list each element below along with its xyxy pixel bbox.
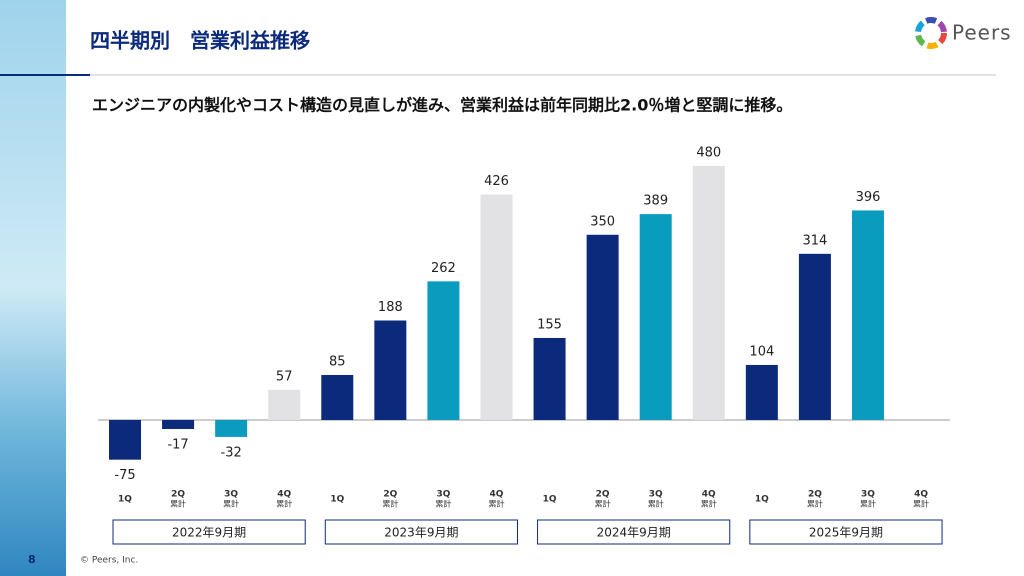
value-label: 262 bbox=[431, 261, 456, 276]
x-tick-label: 4Q bbox=[277, 490, 291, 500]
bar bbox=[533, 337, 566, 420]
x-tick-label: 3Q bbox=[861, 490, 875, 500]
x-tick-label: 3Q bbox=[224, 490, 238, 500]
bar bbox=[639, 214, 672, 420]
x-tick-label: 累計 bbox=[223, 499, 239, 509]
bar bbox=[109, 419, 141, 460]
x-tick-label: 3Q bbox=[436, 490, 450, 500]
bar bbox=[480, 194, 513, 420]
side-strip bbox=[0, 0, 66, 576]
value-label: 104 bbox=[749, 344, 774, 359]
group-label: 2024年9月期 bbox=[597, 526, 671, 540]
x-tick-label: 1Q bbox=[330, 495, 344, 505]
bar bbox=[268, 389, 301, 420]
group-box bbox=[537, 519, 731, 545]
value-label: -17 bbox=[167, 437, 188, 452]
x-tick-label: 累計 bbox=[701, 499, 717, 509]
x-tick-label: 累計 bbox=[913, 499, 929, 509]
logo-mark bbox=[915, 17, 947, 49]
x-tick-label: 累計 bbox=[595, 499, 611, 509]
bar bbox=[798, 253, 831, 420]
group-label: 2022年9月期 bbox=[172, 526, 246, 540]
bar bbox=[745, 364, 778, 420]
x-tick-label: 4Q bbox=[490, 490, 504, 500]
value-label: 57 bbox=[276, 369, 293, 384]
bar bbox=[427, 281, 460, 420]
x-tick-label: 累計 bbox=[860, 499, 876, 509]
x-tick-label: 2Q bbox=[808, 490, 822, 500]
bar bbox=[692, 165, 725, 420]
value-label: 85 bbox=[329, 355, 346, 370]
bar bbox=[851, 210, 884, 420]
x-tick-label: 累計 bbox=[488, 499, 504, 509]
x-tick-label: 累計 bbox=[276, 499, 292, 509]
value-label: 188 bbox=[378, 300, 403, 315]
title: 四半期別 営業利益推移 bbox=[90, 29, 310, 53]
bar bbox=[374, 320, 407, 420]
bar bbox=[586, 234, 619, 420]
x-tick-label: 2Q bbox=[171, 490, 185, 500]
x-tick-label: 累計 bbox=[648, 499, 664, 509]
value-label: 396 bbox=[856, 190, 881, 205]
value-label: 350 bbox=[590, 214, 615, 229]
x-tick-label: 累計 bbox=[382, 499, 398, 509]
bar bbox=[215, 419, 248, 437]
group-label: 2025年9月期 bbox=[809, 526, 883, 540]
value-label: 426 bbox=[484, 174, 509, 189]
value-label: 314 bbox=[802, 233, 827, 248]
x-tick-label: 2Q bbox=[383, 490, 397, 500]
group-label: 2023年9月期 bbox=[384, 526, 458, 540]
group-box bbox=[749, 519, 943, 545]
value-label: -32 bbox=[221, 445, 242, 460]
x-tick-label: 4Q bbox=[914, 490, 928, 500]
value-label: 480 bbox=[696, 145, 721, 160]
x-tick-label: 4Q bbox=[702, 490, 716, 500]
x-tick-label: 1Q bbox=[543, 495, 557, 505]
bar bbox=[321, 375, 354, 420]
x-tick-label: 累計 bbox=[435, 499, 451, 509]
x-tick-label: 累計 bbox=[807, 499, 823, 509]
group-box bbox=[112, 519, 306, 545]
copyright: © Peers, Inc. bbox=[80, 556, 138, 566]
x-tick-label: 累計 bbox=[170, 499, 186, 509]
x-tick-label: 1Q bbox=[755, 495, 769, 505]
x-tick-label: 1Q bbox=[118, 495, 132, 505]
value-label: -75 bbox=[114, 468, 135, 483]
subtitle: エンジニアの内製化やコスト構造の見直しが進み、営業利益は前年同期比2.0％増と堅… bbox=[92, 96, 792, 115]
bar bbox=[162, 419, 195, 429]
plot: 1Q-752Q累計-173Q累計-324Q累計571Q852Q累計1883Q累計… bbox=[98, 145, 950, 545]
value-label: 389 bbox=[643, 194, 668, 209]
x-tick-label: 2Q bbox=[596, 490, 610, 500]
group-box bbox=[324, 519, 518, 545]
logo-text: Peers bbox=[952, 21, 1012, 45]
page-number: 8 bbox=[28, 553, 36, 566]
x-tick-label: 3Q bbox=[649, 490, 663, 500]
value-label: 155 bbox=[537, 317, 562, 332]
